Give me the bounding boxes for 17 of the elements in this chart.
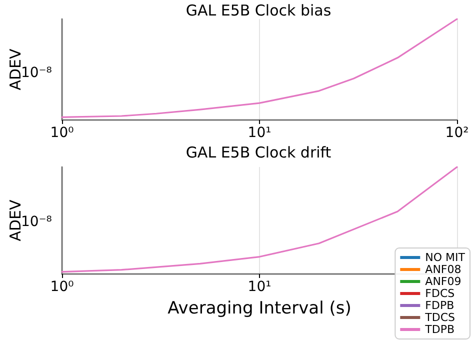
legend-label: TDPB — [424, 323, 455, 336]
legend-label: ANF08 — [425, 263, 462, 276]
chart-title: GAL E5B Clock drift — [186, 144, 332, 162]
legend-label: FDCS — [425, 287, 455, 300]
legend-label: ANF09 — [425, 275, 462, 288]
x-tick-label: 10¹ — [248, 125, 272, 141]
x-tick-label: 10⁰ — [50, 279, 74, 295]
text: 10⁻⁸ — [21, 65, 52, 81]
legend-label: FDPB — [425, 299, 454, 312]
x-axis-title: Averaging Interval (s) — [168, 298, 352, 318]
x-tick-label: 10¹ — [248, 279, 272, 295]
x-tick-label: 10² — [445, 125, 469, 141]
x-tick-label: 10⁰ — [50, 125, 74, 141]
legend-label: TDCS — [424, 311, 456, 324]
chart-title: GAL E5B Clock bias — [186, 2, 332, 20]
text: 10⁻⁸ — [21, 214, 52, 230]
legend-label: NO MIT — [425, 251, 466, 264]
